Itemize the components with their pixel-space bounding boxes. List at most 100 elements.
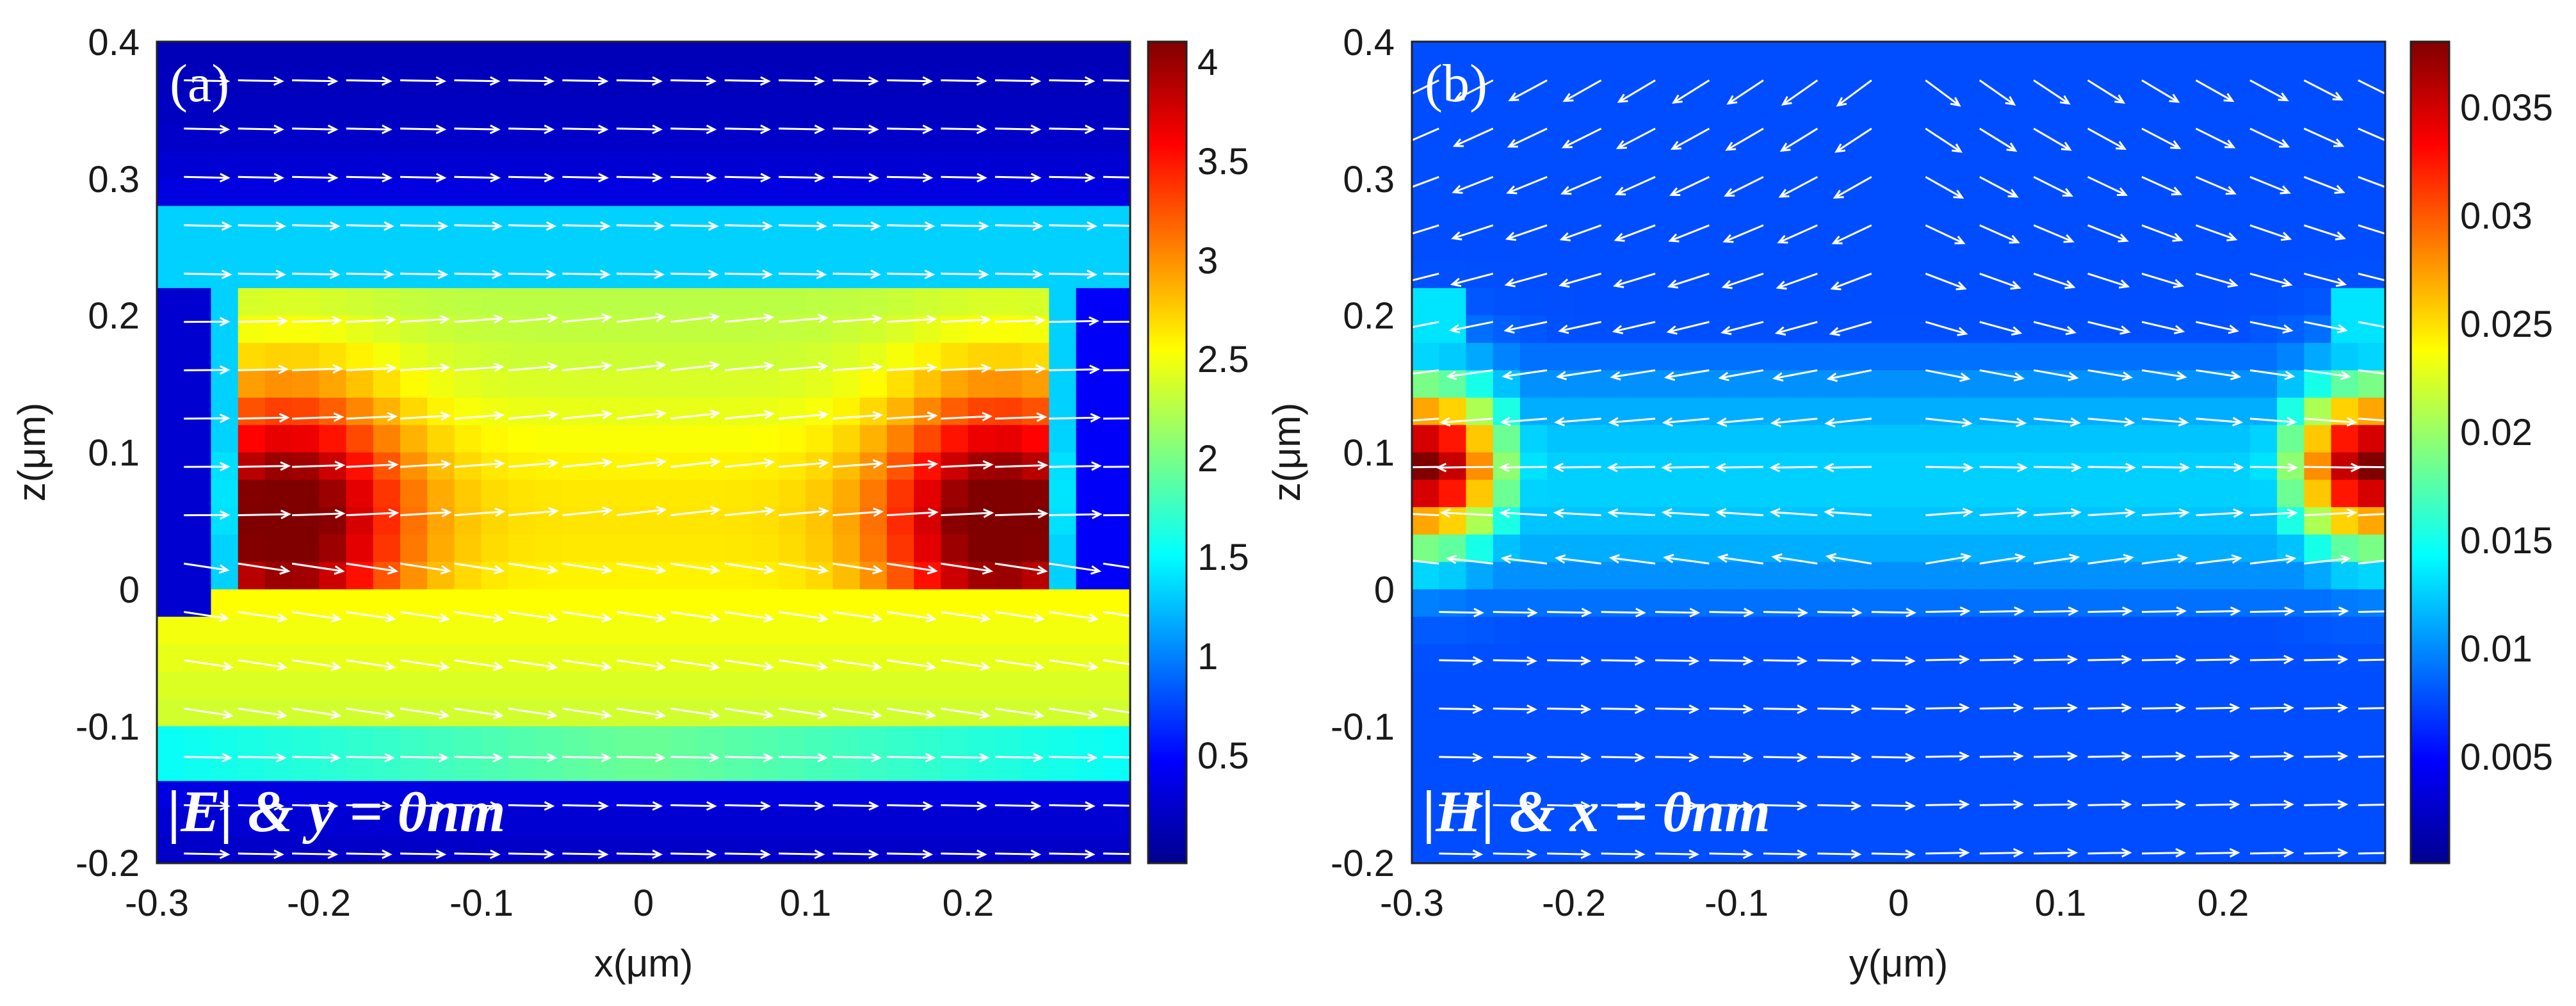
field-arrow — [1507, 175, 1548, 194]
heatmap-cell — [319, 507, 347, 535]
heatmap-cell — [2087, 124, 2116, 152]
heatmap-cell — [292, 507, 320, 535]
heatmap-cell — [1925, 96, 1954, 125]
field-arrow-head — [2390, 277, 2401, 287]
field-arrow-head — [871, 661, 883, 671]
heatmap-cell — [2249, 507, 2278, 535]
heatmap-cell — [2114, 288, 2143, 316]
field-arrow — [1454, 127, 1494, 147]
field-arrow-head — [273, 801, 285, 811]
heatmap-cell — [1682, 808, 1710, 837]
heatmap-cell — [1655, 288, 1683, 316]
heatmap-cell — [1709, 836, 1737, 864]
heatmap-cell — [157, 617, 185, 645]
heatmap-cell — [941, 425, 969, 453]
heatmap-cell — [616, 178, 644, 207]
field-arrow-head — [599, 270, 611, 279]
heatmap-cell — [427, 96, 455, 125]
field-arrow-head — [494, 410, 505, 421]
heatmap-cell — [2006, 370, 2034, 398]
heatmap-cell — [670, 69, 699, 97]
field-arrow-head — [868, 124, 879, 134]
field-arrow-head — [709, 661, 721, 671]
field-arrow-head — [1472, 656, 1484, 666]
heatmap-cell — [1103, 343, 1131, 371]
field-arrow-head — [219, 801, 231, 811]
heatmap-cell — [1547, 781, 1575, 809]
field-arrow — [1772, 418, 1818, 425]
heatmap-cell — [859, 425, 887, 453]
heatmap-cell — [1871, 206, 1899, 234]
heatmap-cell — [670, 178, 699, 207]
field-arrow — [2249, 852, 2292, 855]
heatmap-cell — [400, 42, 428, 70]
field-arrow-head — [1033, 752, 1044, 763]
heatmap-cell — [562, 69, 590, 97]
field-arrow — [1817, 756, 1859, 759]
field-arrow-head — [2061, 142, 2072, 151]
y-tick-label: 0.4 — [1343, 22, 1395, 63]
field-arrow — [1834, 175, 1872, 199]
heatmap-cell — [319, 671, 347, 700]
field-arrow-head — [1717, 553, 1728, 564]
heatmap-cell — [346, 288, 374, 316]
heatmap-cell — [319, 397, 347, 426]
heatmap-cell — [887, 206, 915, 234]
colorbar-tick-label: 3 — [1197, 240, 1218, 282]
heatmap-cell — [2304, 589, 2332, 617]
heatmap-cell — [914, 562, 942, 590]
field-arrow — [2304, 321, 2346, 332]
field-arrow — [346, 367, 395, 371]
heatmap-cell — [2358, 808, 2386, 837]
heatmap-cell — [2142, 206, 2170, 234]
field-arrow-head — [982, 565, 994, 575]
field-arrow-head — [2226, 232, 2238, 241]
heatmap-cell — [1952, 808, 1981, 837]
heatmap-cell — [1466, 808, 1494, 837]
heatmap-cell — [508, 206, 536, 234]
heatmap-cell — [589, 233, 617, 261]
field-arrow — [1448, 557, 1493, 565]
heatmap-cell — [1655, 699, 1683, 727]
heatmap-cell — [238, 617, 266, 645]
heatmap-cell — [1103, 69, 1131, 97]
heatmap-cell — [2331, 288, 2359, 316]
field-arrow — [1049, 416, 1099, 420]
heatmap-cell — [454, 644, 482, 672]
heatmap-cell — [481, 151, 509, 179]
heatmap-cell — [994, 397, 1023, 426]
heatmap-cell — [806, 726, 834, 754]
heatmap-cell — [2034, 233, 2062, 261]
field-arrow — [670, 708, 718, 717]
heatmap-cell — [2006, 178, 2034, 207]
heatmap-cell — [724, 507, 752, 535]
heatmap-cell — [644, 42, 672, 70]
field-arrow — [1669, 272, 1710, 288]
field-arrow-head — [1664, 371, 1676, 381]
heatmap-cell — [2061, 562, 2089, 590]
heatmap-cell — [2114, 836, 2143, 864]
heatmap-cell — [157, 836, 185, 864]
field-arrow-head — [219, 413, 231, 423]
heatmap-cell — [670, 370, 699, 398]
heatmap-cell — [616, 781, 644, 809]
field-arrow-head — [435, 801, 447, 811]
heatmap-cell — [1628, 370, 1656, 398]
field-arrow-head — [2118, 233, 2129, 243]
field-arrow-head — [763, 565, 775, 574]
field-arrow — [346, 708, 394, 717]
field-arrow-head — [655, 710, 667, 720]
heatmap-cell — [1412, 480, 1440, 508]
heatmap-cell — [832, 507, 861, 535]
heatmap-cell — [1952, 836, 1981, 864]
field-arrow — [1501, 512, 1548, 517]
heatmap-cell — [1682, 206, 1710, 234]
field-arrow — [832, 366, 881, 371]
field-arrow-head — [2229, 654, 2240, 665]
heatmap-cell — [2142, 480, 2170, 508]
field-arrow-head — [654, 221, 665, 231]
field-arrow-head — [2116, 141, 2127, 150]
field-arrow-head — [327, 76, 339, 86]
heatmap-cell — [1817, 480, 1845, 508]
field-arrow-head — [1824, 418, 1836, 428]
